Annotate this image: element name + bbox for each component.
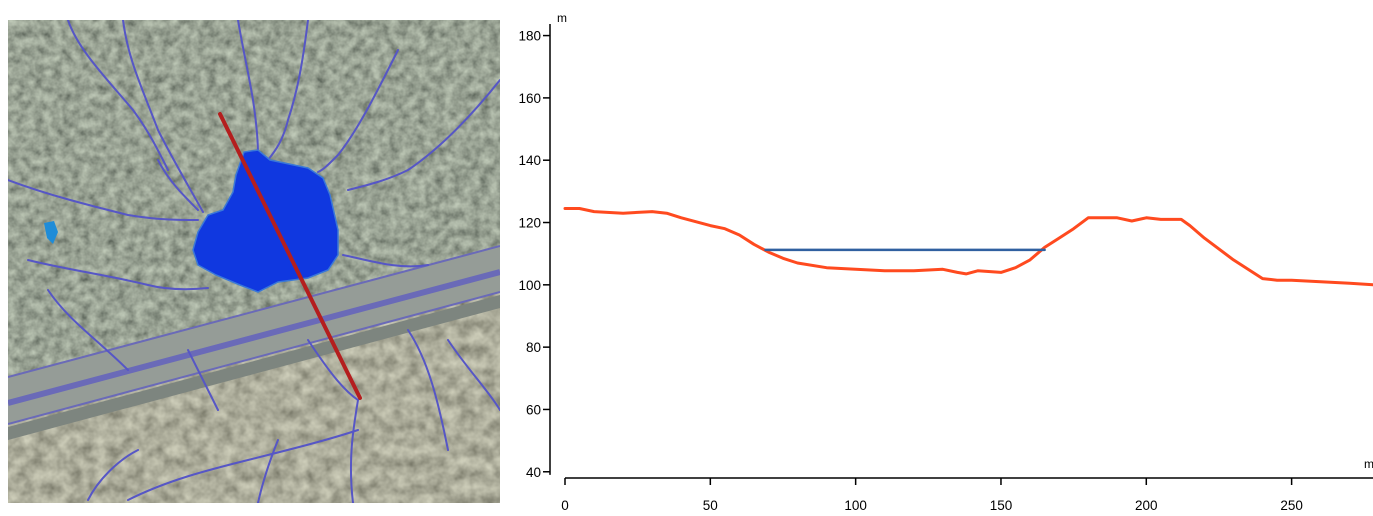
- y-tick-label: 40: [526, 465, 541, 480]
- y-tick-label: 60: [526, 402, 541, 417]
- x-tick-label: 200: [1135, 498, 1158, 513]
- aerial-map-image: [8, 20, 500, 503]
- x-axis-unit: m: [1364, 457, 1373, 471]
- streams: [8, 20, 500, 503]
- x-tick-label: 250: [1280, 498, 1303, 513]
- y-tick-label: 120: [518, 216, 541, 231]
- y-axis-ticks: 40 60 80 100 120 140 160 180: [518, 29, 550, 480]
- small-pond: [44, 221, 58, 244]
- y-axis-unit: m: [557, 11, 567, 25]
- road: [8, 245, 500, 440]
- elevation-profile-chart: m m 40 60 80 100 120 140 160 180 0 50 100 150 200 25…: [518, 11, 1373, 513]
- x-tick-label: 150: [990, 498, 1013, 513]
- x-tick-label: 0: [561, 498, 569, 513]
- elevation-profile[interactable]: m m 40 60 80 100 120 140 160 180 0 50 100 150 200 25…: [500, 0, 1373, 516]
- aerial-map[interactable]: [8, 20, 500, 503]
- y-tick-label: 180: [518, 29, 541, 44]
- x-tick-label: 50: [703, 498, 718, 513]
- y-tick-label: 80: [526, 340, 541, 355]
- terrain-line: [563, 207, 1373, 287]
- y-tick-label: 100: [518, 278, 541, 293]
- plot-series: [563, 207, 1373, 287]
- profile-line: [218, 112, 362, 400]
- x-axis-ticks: 0 50 100 150 200 250: [561, 478, 1303, 513]
- y-tick-label: 160: [518, 91, 541, 106]
- y-tick-label: 140: [518, 153, 541, 168]
- pond: [192, 149, 339, 293]
- x-tick-label: 100: [844, 498, 867, 513]
